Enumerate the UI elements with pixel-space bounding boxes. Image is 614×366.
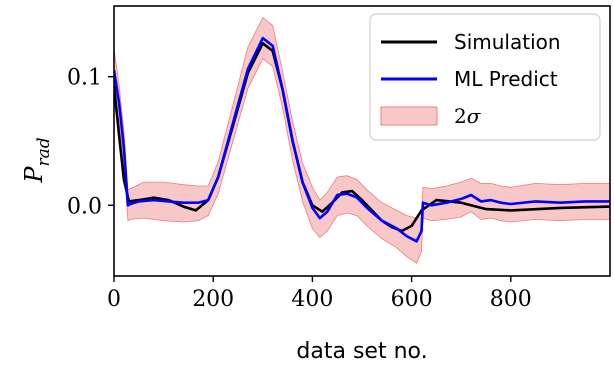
tick-layer: 0 200 400 600 800 0.0 0.1 [67, 66, 532, 312]
legend-band-sigma: σ [467, 104, 482, 128]
y-axis-label-main: P [20, 166, 48, 184]
x-tick-label: 600 [391, 287, 433, 312]
y-tick-label: 0.0 [67, 194, 102, 219]
y-axis-label: Prad [20, 137, 54, 183]
legend-ml-label: ML Predict [454, 67, 558, 91]
x-axis-label: data set no. [296, 339, 427, 364]
y-axis-label-sub: rad [34, 137, 54, 166]
legend-band-prefix: 2 [454, 104, 467, 128]
line-layer [114, 36, 610, 243]
plot-frame [113, 5, 611, 277]
y-tick-label: 0.1 [67, 66, 102, 91]
legend-band-label: 2σ [454, 104, 482, 128]
legend-simulation-label: Simulation [454, 30, 561, 54]
x-tick-label: 200 [192, 287, 234, 312]
legend-band-swatch [380, 106, 438, 126]
x-tick-label: 800 [490, 287, 532, 312]
x-tick-label: 0 [107, 287, 121, 312]
series-ml-predict [114, 36, 610, 243]
x-tick-label: 400 [291, 287, 333, 312]
legend: Simulation ML Predict 2σ [369, 13, 601, 141]
